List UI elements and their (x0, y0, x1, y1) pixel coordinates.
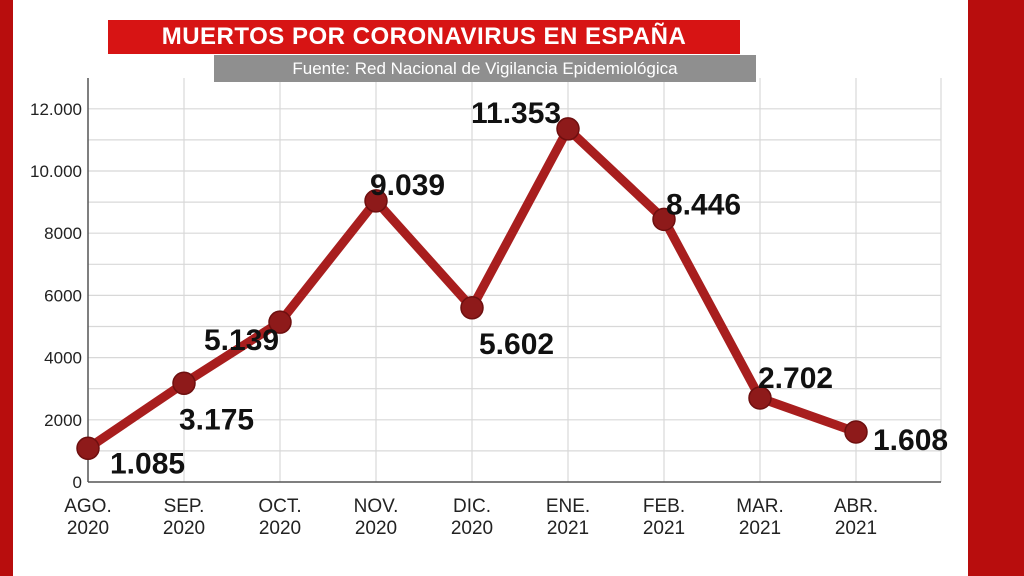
data-point (364, 189, 388, 213)
x-tick-year: 2021 (739, 518, 781, 539)
data-point (844, 420, 868, 444)
data-label: 1.085 (110, 447, 185, 480)
chart-source: Fuente: Red Nacional de Vigilancia Epide… (214, 55, 756, 82)
data-point (748, 386, 772, 410)
data-label: 11.353 (471, 97, 561, 130)
x-tick-label: ABR.2021 (834, 496, 878, 539)
grid-lines (88, 78, 942, 482)
x-tick-label: MAR.2021 (736, 496, 784, 539)
right-frame-bar (968, 0, 1024, 576)
x-tick-label: OCT.2020 (258, 496, 301, 539)
x-tick-label: ENE.2021 (546, 496, 590, 539)
x-tick-month: ABR. (834, 496, 878, 517)
x-tick-year: 2021 (835, 518, 877, 539)
data-label: 5.602 (479, 328, 554, 361)
x-tick-year: 2020 (451, 518, 493, 539)
x-tick-year: 2020 (259, 518, 301, 539)
x-tick-month: NOV. (354, 496, 399, 517)
x-tick-month: OCT. (258, 496, 301, 517)
y-tick-label: 10.000 (30, 162, 82, 181)
x-tick-month: FEB. (643, 496, 685, 517)
y-tick-label: 4000 (44, 349, 82, 368)
chart-title: MUERTOS POR CORONAVIRUS EN ESPAÑA (108, 20, 740, 54)
data-point (460, 296, 484, 320)
data-label: 3.175 (179, 403, 254, 436)
x-tick-label: FEB.2021 (643, 496, 685, 539)
x-tick-label: DIC.2020 (451, 496, 493, 539)
data-label: 5.139 (204, 324, 279, 357)
x-tick-year: 2020 (355, 518, 397, 539)
data-label: 9.039 (370, 169, 445, 202)
left-frame-bar (0, 0, 13, 576)
x-tick-label: SEP.2020 (163, 496, 205, 539)
y-tick-label: 12.000 (30, 100, 82, 119)
y-tick-labels: 0 2000 4000 6000 8000 10.000 12.000 (30, 100, 82, 492)
x-tick-month: AGO. (64, 496, 112, 517)
x-tick-month: DIC. (453, 496, 491, 517)
x-tick-year: 2021 (547, 518, 589, 539)
data-labels: 1.085 3.175 5.139 9.039 5.602 11.353 8.446 2.70… (110, 97, 948, 480)
x-tick-labels: AGO.2020SEP.2020OCT.2020NOV.2020DIC.2020… (64, 496, 878, 539)
data-point (172, 371, 196, 396)
y-tick-label: 2000 (44, 411, 82, 430)
x-tick-label: NOV.2020 (354, 496, 399, 539)
data-label: 2.702 (758, 362, 833, 395)
x-tick-year: 2020 (163, 518, 205, 539)
data-point (268, 310, 292, 334)
x-tick-month: ENE. (546, 496, 590, 517)
x-tick-year: 2020 (67, 518, 109, 539)
data-label: 1.608 (873, 424, 948, 457)
data-point (556, 117, 580, 141)
x-tick-year: 2021 (643, 518, 685, 539)
x-tick-month: SEP. (164, 496, 205, 517)
axes (87, 78, 941, 483)
y-tick-label: 8000 (44, 224, 82, 243)
y-tick-label: 0 (73, 473, 82, 492)
x-tick-label: AGO.2020 (64, 496, 112, 539)
y-tick-label: 6000 (44, 286, 82, 305)
data-point (76, 436, 100, 461)
x-tick-month: MAR. (736, 496, 784, 517)
data-label: 8.446 (666, 188, 741, 221)
data-points (76, 117, 868, 461)
data-point (652, 207, 676, 232)
